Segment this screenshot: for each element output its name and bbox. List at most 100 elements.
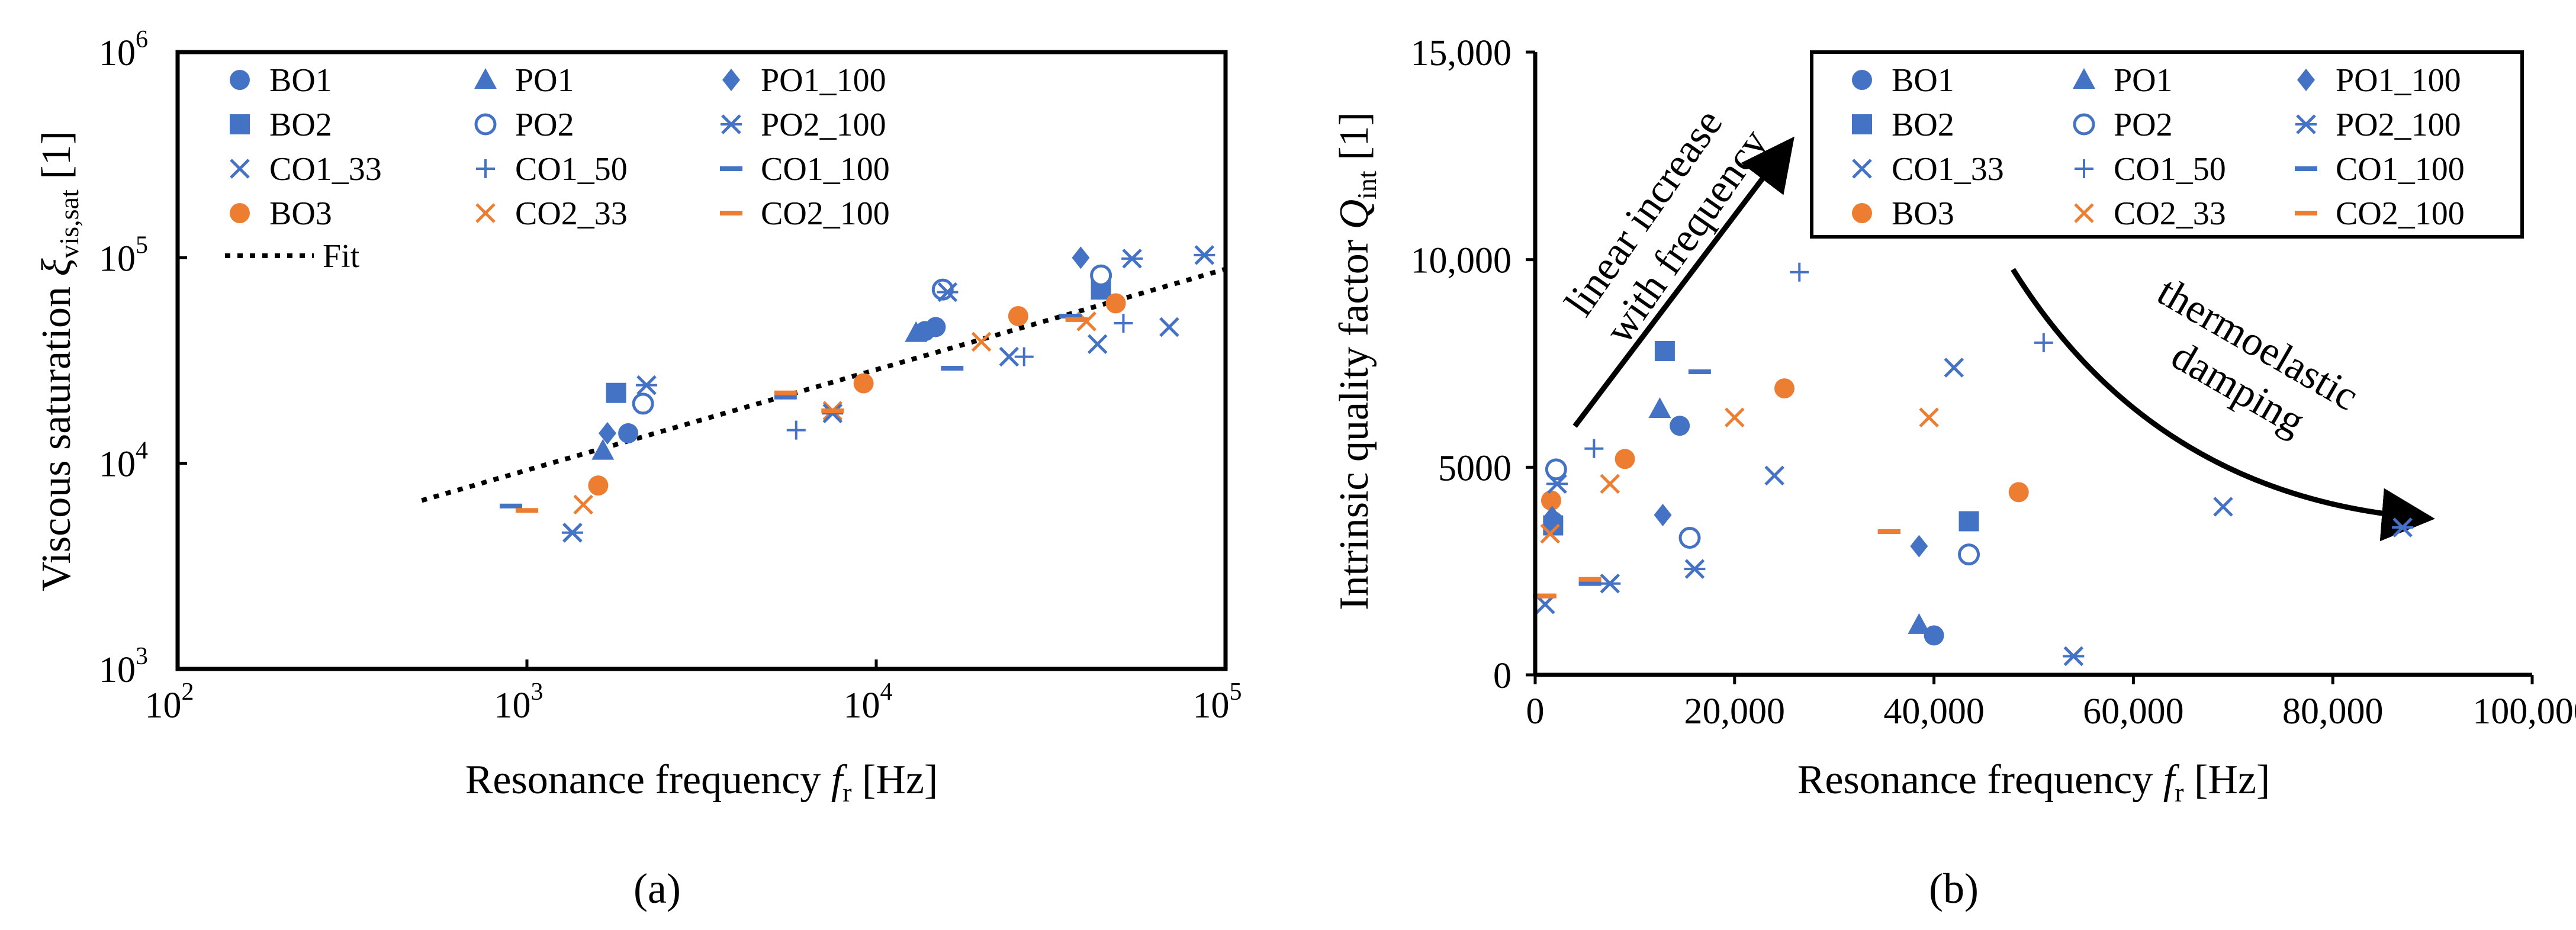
chart-a-y-tick-label: 105 [99,231,148,279]
chart-a-point-co1-33 [999,346,1020,367]
chart-a-x-tick-label: 104 [844,678,893,726]
chart-a-point-po1-100 [1072,246,1090,269]
chart-b-x-tick-label: 100,000 [2472,691,2576,732]
thermoelastic-damping-arrow [2011,268,2435,542]
chart-a-legend-marker-bo3 [230,203,250,223]
chart-b-point-co2-33 [1540,523,1561,544]
chart-b-point-co1-33 [1944,358,1964,378]
chart-a-fit-line [421,266,1227,503]
linear-increase-annotation: linear increase with frequency [1556,93,1777,352]
chart-b-points [1533,262,2414,667]
chart-a-point-co1-50 [1014,347,1034,366]
chart-a-point-po2-100 [561,523,583,543]
chart-a-y-axis-label: Viscous saturation ξvis,sat [1] [34,131,84,591]
chart-b-point-co1-100 [1688,369,1711,375]
chart-a-point-po2 [1090,264,1112,287]
chart-a-legend-label-co1-100: CO1_100 [761,151,890,188]
chart-b-point-bo1 [1670,416,1690,436]
chart-a-legend-marker-co1-100 [720,166,742,171]
chart-b-legend-label-co1-50: CO1_50 [2114,151,2226,188]
chart-a-point-bo3 [1008,305,1028,326]
chart-a-point-co2-100 [516,508,538,513]
chart-a-legend-label-co1-33: CO1_33 [269,151,382,188]
chart-b-point-bo3 [1615,449,1635,469]
chart-b-legend-marker-po2 [2073,113,2095,136]
chart-a-x-axis-label: Resonance frequency fr [Hz] [465,757,938,807]
chart-b-legend-marker-bo2 [1852,114,1872,134]
chart-a-point-co1-33 [1087,334,1108,355]
chart-b-point-po1-100 [1543,506,1561,529]
chart-a-plot-frame [175,50,1228,671]
chart-a-legend-label-po1: PO1 [515,62,574,99]
chart-b-point-bo3 [1774,378,1794,399]
chart-b-point-bo2 [1654,340,1675,361]
chart-b-point-co1-50 [2034,333,2053,352]
chart-a-point-bo1 [925,317,946,337]
chart-a-legend-marker-po1-100 [722,69,740,91]
chart-b-point-po1-100 [1910,535,1928,558]
chart-b-legend-marker-co1-50 [2075,159,2093,178]
chart-b-legend-label-bo1: BO1 [1892,62,1954,99]
chart-b-point-po2-100 [1599,573,1621,594]
linear-increase-arrow [1572,136,1794,428]
chart-b-legend-label-po2: PO2 [2114,107,2173,143]
chart-b-legend-label-po1: PO1 [2114,62,2173,99]
chart-b-y-tick-label: 0 [1493,656,1511,696]
chart-b-point-co1-33 [2213,497,2233,517]
chart-b-point-co1-33 [1535,594,1555,614]
chart-b-legend-label-po2-100: PO2_100 [2336,107,2461,143]
chart-b-legend-label-bo3: BO3 [1892,195,1954,232]
chart-b-x-tick-label: 20,000 [1684,691,1786,732]
chart-a-legend-label-bo1: BO1 [269,62,332,99]
chart-a-legend-marker-po2-100 [721,114,742,134]
chart-b-point-po2-100 [2063,646,2085,667]
chart-a-point-po2-100 [1194,245,1215,265]
chart-a-point-co1-50 [786,420,806,440]
chart-b-point-po2-100 [2392,517,2414,538]
chart-b-point-co2-33 [1725,407,1745,427]
chart-b-y-tick-label: 15,000 [1411,33,1512,73]
chart-a-legend-marker-co2-100 [720,211,742,215]
chart-b-point-po1 [1908,613,1931,634]
chart-b-ticks: 0 20,000 40,000 60,000 80,000 100,000 0 5000 10,… [1411,33,2576,732]
chart-b-legend-marker-po2-100 [2295,114,2317,134]
chart-b-legend-marker-co2-100 [2295,211,2317,215]
chart-b-legend-box [1810,50,2524,239]
chart-b-point-bo1 [1924,625,1944,646]
chart-b-point-co1-50 [1584,439,1604,458]
chart-b-point-co2-100 [1578,577,1601,582]
chart-a-legend-label-po2-100: PO2_100 [761,107,886,143]
chart-b-legend: BO1 PO1 PO1_100 BO2 PO2 PO2_100 CO1_33 CO1_50 CO… [1810,50,2524,239]
chart-a-legend-marker-po1 [474,68,497,89]
chart-a-point-co1-100 [1059,313,1082,318]
chart-b-point-bo3 [2008,482,2029,503]
chart-b: 0 20,000 40,000 60,000 80,000 100,000 0 5000 10,… [1332,33,2576,912]
chart-a-point-co2-33 [971,332,992,352]
chart-a-point-co1-50 [1114,314,1133,333]
chart-a-point-po2-100 [1121,249,1143,269]
chart-b-point-po2 [1958,543,1980,566]
chart-b-point-bo2 [1958,511,1979,532]
chart-a-legend-label-co1-50: CO1_50 [515,151,628,188]
chart-a-legend-marker-co1-33 [230,159,250,179]
panel-label-a: (a) [633,865,681,912]
chart-a-point-bo1 [618,423,639,443]
chart-b-x-tick-label: 40,000 [1883,691,1985,732]
chart-a-point-po2-100 [822,403,844,424]
chart-a-legend-label-co2-33: CO2_33 [515,195,628,232]
chart-a-point-bo3 [853,373,874,394]
chart-a-x-tick-label: 105 [1193,678,1242,726]
chart-a-points [500,245,1215,543]
chart-b-point-co1-100 [1578,581,1601,586]
panel-label-b: (b) [1929,865,1979,912]
chart-a-point-co1-33 [1159,317,1179,337]
chart-a-legend-marker-bo2 [230,114,250,134]
chart-b-point-co1-50 [1790,262,1809,282]
chart-b-point-co2-33 [1919,407,1939,427]
chart-a-legend-marker-bo1 [230,70,250,90]
chart-a-point-po2 [632,392,654,415]
chart-b-point-po2-100 [1684,559,1706,579]
chart-b-legend-marker-co1-100 [2295,166,2317,171]
